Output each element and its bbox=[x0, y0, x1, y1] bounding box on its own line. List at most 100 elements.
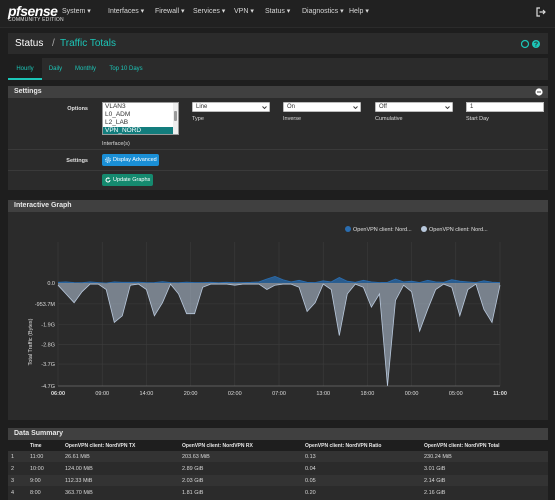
table-cell: 4 bbox=[11, 490, 15, 496]
legend-label-rx: OpenVPN client: Nord... bbox=[429, 227, 488, 233]
display-advanced-label: Display Advanced bbox=[113, 157, 157, 163]
x-tick-label: 09:00 bbox=[95, 391, 109, 397]
table-row: 1 11:00 26.61 MiB 203.63 MiB 0.13 230.24 MiB bbox=[8, 451, 548, 462]
interface-option[interactable]: L2_LAB bbox=[105, 119, 129, 126]
nav-status[interactable]: Status ▾ bbox=[265, 8, 291, 15]
graph-panel: Interactive Graph OpenVPN client: Nord..… bbox=[8, 200, 548, 420]
interface-option-selected[interactable]: VPN_NORD bbox=[103, 127, 178, 134]
options-label: Options bbox=[67, 106, 88, 112]
settings-row-label: Settings bbox=[66, 158, 88, 164]
logo-subtitle: COMMUNITY EDITION bbox=[8, 17, 64, 23]
table-cell: 2.89 GiB bbox=[182, 466, 204, 472]
x-tick-label: 11:00 bbox=[493, 391, 507, 397]
page-title[interactable]: Traffic Totals bbox=[60, 38, 116, 49]
table-cell: 9:00 bbox=[30, 478, 41, 484]
nav-system[interactable]: System ▾ bbox=[62, 8, 91, 15]
graph-title: Interactive Graph bbox=[14, 202, 72, 209]
x-tick-label: 18:00 bbox=[361, 391, 375, 397]
display-advanced-button[interactable]: Display Advanced bbox=[102, 154, 159, 166]
svg-text:?: ? bbox=[534, 42, 538, 49]
series-area-rx[interactable] bbox=[58, 282, 500, 386]
inverse-label: Inverse bbox=[283, 116, 302, 122]
collapse-icon[interactable] bbox=[535, 88, 543, 96]
update-graphs-label: Update Graphs bbox=[113, 177, 151, 183]
pfsense-logo[interactable]: pfsense COMMUNITY EDITION bbox=[8, 3, 64, 25]
table-cell: 2.14 GiB bbox=[424, 478, 446, 484]
y-tick-label: -953.7M bbox=[35, 302, 56, 308]
series-area-tx[interactable] bbox=[58, 276, 500, 283]
table-cell: 8:00 bbox=[30, 490, 41, 496]
settings-title: Settings bbox=[14, 88, 42, 95]
logout-icon[interactable] bbox=[536, 7, 546, 17]
breadcrumb-section[interactable]: Status bbox=[15, 38, 44, 49]
tab-hourly[interactable]: Hourly bbox=[8, 58, 42, 80]
chart-series bbox=[57, 275, 501, 387]
x-tick-label: 13:00 bbox=[316, 391, 330, 397]
table-row: 3 9:00 112.33 MiB 2.03 GiB 0.05 2.14 GiB bbox=[8, 475, 548, 486]
cumulative-select[interactable]: Off bbox=[375, 102, 453, 112]
nav-diagnostics[interactable]: Diagnostics ▾ bbox=[302, 8, 344, 15]
column-header[interactable]: OpenVPN client: NordVPN Total bbox=[424, 443, 500, 449]
type-select[interactable]: Line bbox=[192, 102, 270, 112]
tab-daily[interactable]: Daily bbox=[48, 66, 63, 72]
table-cell: 0.04 bbox=[305, 466, 316, 472]
interface-option[interactable]: VLAN3 bbox=[105, 103, 126, 110]
listbox-scrollbar[interactable] bbox=[173, 103, 178, 134]
table-cell: 230.24 MiB bbox=[424, 454, 452, 460]
tab-top10days[interactable]: Top 10 Days bbox=[109, 66, 143, 72]
table-cell: 0.20 bbox=[305, 490, 316, 496]
gear-icon bbox=[105, 157, 111, 163]
tab-bar: Hourly Daily Monthly Top 10 Days bbox=[8, 58, 548, 80]
x-tick-label: 14:00 bbox=[140, 391, 154, 397]
update-graphs-button[interactable]: Update Graphs bbox=[102, 174, 153, 186]
type-value: Line bbox=[196, 104, 208, 110]
breadcrumb-icons: ? bbox=[521, 39, 540, 49]
table-cell: 112.33 MiB bbox=[65, 478, 93, 484]
chevron-down-icon bbox=[262, 106, 267, 110]
nav-firewall[interactable]: Firewall ▾ bbox=[155, 8, 185, 15]
table-cell: 203.63 MiB bbox=[182, 454, 210, 460]
nav-help[interactable]: Help ▾ bbox=[349, 8, 369, 15]
legend-dot-tx bbox=[345, 226, 351, 232]
series-line-tx[interactable] bbox=[57, 275, 501, 284]
summary-panel-header: Data Summary bbox=[8, 428, 548, 440]
table-cell: 363.70 MiB bbox=[65, 490, 93, 496]
interfaces-listbox[interactable]: VLAN3 L0_ADM L2_LAB VPN_NORD bbox=[102, 102, 179, 135]
column-header[interactable]: Time bbox=[30, 443, 42, 449]
summary-title: Data Summary bbox=[14, 430, 64, 437]
logo-text: pfsense bbox=[8, 3, 58, 19]
x-tick-label: 00:00 bbox=[405, 391, 419, 397]
legend-dot-rx bbox=[421, 226, 427, 232]
start-day-input[interactable]: 1 bbox=[466, 102, 544, 112]
column-header[interactable]: OpenVPN client: NordVPN TX bbox=[65, 443, 136, 449]
column-header[interactable]: OpenVPN client: NordVPN Ratio bbox=[305, 443, 382, 449]
column-header[interactable]: OpenVPN client: NordVPN RX bbox=[182, 443, 253, 449]
y-tick-label: -4.7G bbox=[41, 384, 55, 390]
legend-label-tx: OpenVPN client: Nord... bbox=[353, 227, 412, 233]
nav-services[interactable]: Services ▾ bbox=[193, 8, 226, 15]
start-day-label: Start Day bbox=[466, 116, 489, 122]
series-line-rx[interactable] bbox=[57, 283, 501, 387]
table-cell: 2 bbox=[11, 466, 15, 472]
table-cell: 1 bbox=[11, 454, 15, 460]
interface-option[interactable]: L0_ADM bbox=[105, 111, 131, 118]
refresh-icon[interactable] bbox=[521, 39, 530, 49]
legend-item-tx[interactable]: OpenVPN client: Nord... bbox=[345, 226, 412, 233]
inverse-select[interactable]: On bbox=[283, 102, 361, 112]
refresh-icon bbox=[105, 177, 111, 183]
y-axis-label: Total Traffic (Bytes) bbox=[28, 318, 34, 365]
help-icon[interactable]: ? bbox=[532, 40, 540, 49]
tab-monthly[interactable]: Monthly bbox=[74, 66, 96, 72]
table-cell: 3.01 GiB bbox=[424, 466, 446, 472]
table-row: 4 8:00 363.70 MiB 1.81 GiB 0.20 2.16 GiB bbox=[8, 487, 548, 498]
table-cell: 0.05 bbox=[305, 478, 316, 484]
y-tick-label: -1.9G bbox=[41, 323, 55, 329]
legend-item-rx[interactable]: OpenVPN client: Nord... bbox=[421, 226, 488, 233]
table-cell: 26.61 MiB bbox=[65, 454, 90, 460]
graph-panel-header: Interactive Graph bbox=[8, 200, 548, 212]
traffic-chart[interactable]: OpenVPN client: Nord... OpenVPN client: … bbox=[8, 212, 548, 420]
nav-vpn[interactable]: VPN ▾ bbox=[234, 8, 254, 15]
nav-interfaces[interactable]: Interfaces ▾ bbox=[108, 8, 145, 15]
table-cell: 0.13 bbox=[305, 454, 316, 460]
